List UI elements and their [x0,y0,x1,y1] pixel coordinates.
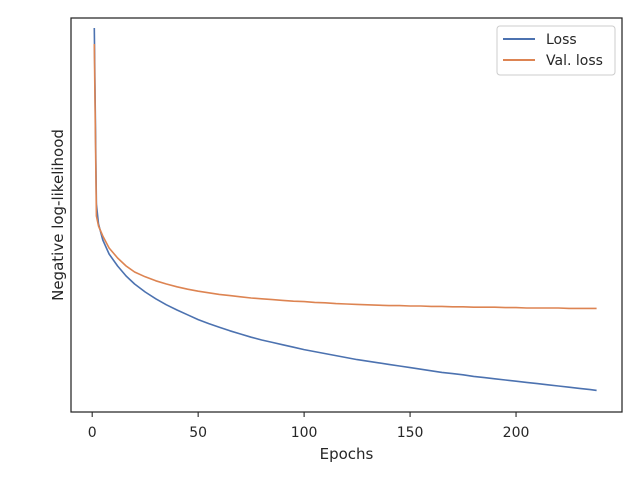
x-tick-label: 0 [88,425,97,441]
legend-loss-label: Loss [546,32,577,48]
x-axis-label: Epochs [320,445,374,463]
axes-frame [70,17,623,413]
x-tick-label: 150 [397,425,424,441]
x-tick-label: 50 [189,425,207,441]
legend: Loss Val. loss [496,25,616,76]
plot-area [93,27,597,392]
x-tick-label: 200 [503,425,530,441]
x-axis-ticks: 0 50 100 150 200 [88,412,530,441]
series-line-loss [93,27,597,392]
legend-val-loss-label: Val. loss [546,53,603,69]
y-axis-label: Negative log-likelihood [49,129,67,301]
x-tick-label: 100 [291,425,318,441]
series-line-val-loss [93,43,597,310]
